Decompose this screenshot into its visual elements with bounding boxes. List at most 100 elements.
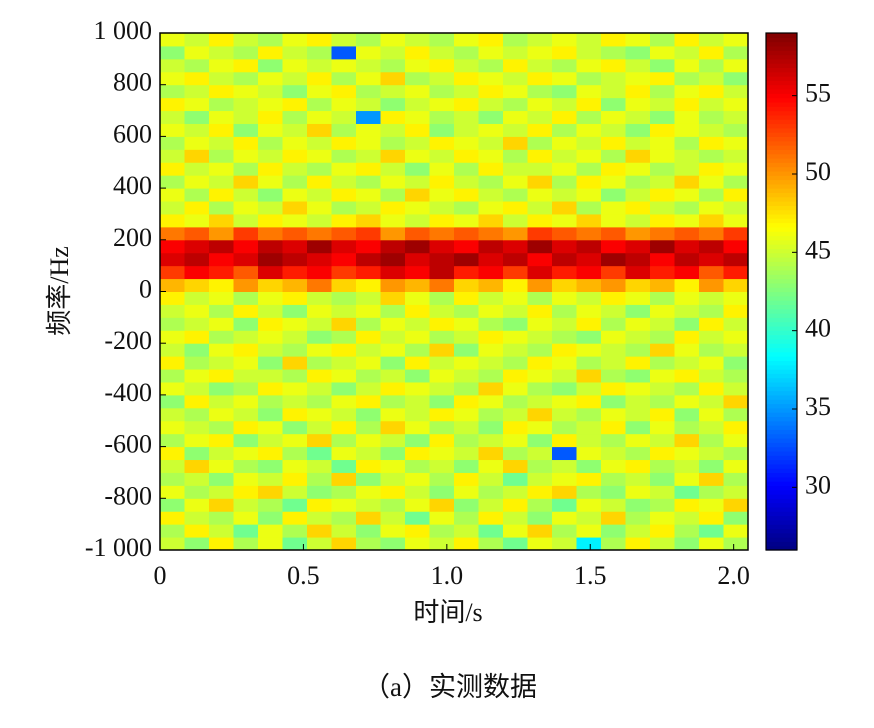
heatmap-cell (674, 110, 700, 124)
heatmap-cell (184, 58, 210, 73)
heatmap-cell (601, 239, 626, 254)
colorbar-tick-label: 30 (805, 470, 831, 499)
heatmap-cell (160, 446, 185, 461)
heatmap-cell (527, 58, 553, 73)
heatmap-cell (429, 472, 455, 486)
heatmap-cell (478, 369, 504, 383)
heatmap-cell (699, 420, 724, 435)
heatmap-cell (601, 71, 626, 86)
heatmap-cell (282, 252, 308, 267)
heatmap-cell (454, 213, 479, 228)
heatmap-cell (184, 213, 210, 228)
heatmap-cell (625, 188, 651, 202)
heatmap-cell (478, 175, 504, 189)
heatmap-cell (258, 394, 283, 409)
heatmap-cell (209, 265, 234, 280)
heatmap-cell (184, 304, 210, 318)
heatmap-cell (478, 459, 504, 473)
heatmap-cell (307, 136, 332, 150)
colorbar-segment (766, 93, 797, 99)
heatmap-cell (331, 201, 357, 215)
heatmap-cell (331, 459, 357, 473)
heatmap-cell (625, 537, 651, 551)
heatmap-cell (160, 252, 185, 267)
heatmap-cell (331, 45, 357, 60)
heatmap-cell (650, 45, 675, 60)
colorbar-segment (766, 140, 797, 146)
heatmap-cell (405, 291, 430, 305)
heatmap-cell (356, 213, 381, 228)
heatmap-cell (454, 58, 479, 73)
heatmap-cell (674, 472, 700, 486)
heatmap-cell (527, 265, 553, 280)
colorbar-segment (766, 455, 797, 461)
heatmap-cell (356, 149, 381, 163)
heatmap-cell (282, 381, 308, 396)
heatmap-cell (503, 213, 528, 228)
heatmap-cell (356, 446, 381, 461)
colorbar-segment (766, 196, 797, 202)
colorbar-segment (766, 218, 797, 224)
heatmap-cell (405, 511, 430, 525)
heatmap-cell (160, 110, 185, 124)
heatmap-cell (258, 84, 283, 99)
heatmap-cell (552, 188, 577, 202)
y-tick-label: -200 (104, 326, 152, 355)
heatmap-cell (405, 33, 430, 47)
heatmap-cell (723, 381, 749, 396)
colorbar-segment (766, 162, 797, 168)
heatmap-cell (723, 175, 749, 189)
heatmap-cell (625, 330, 651, 344)
heatmap-cell (184, 123, 210, 137)
colorbar-segment (766, 537, 797, 542)
heatmap-cell (160, 201, 185, 215)
heatmap-cell (576, 394, 602, 409)
heatmap-cell (184, 201, 210, 215)
colorbar-segment (766, 37, 797, 43)
heatmap-cell (282, 291, 308, 305)
colorbar-segment (766, 106, 797, 112)
colorbar-segment (766, 334, 797, 340)
colorbar-segment (766, 442, 797, 448)
heatmap-cell (282, 498, 308, 512)
heatmap-cell (356, 420, 381, 435)
heatmap-cell (160, 369, 185, 383)
heatmap-cell (331, 446, 357, 461)
heatmap-cell (454, 394, 479, 409)
colorbar-segment (766, 485, 797, 491)
heatmap-cell (552, 252, 577, 267)
heatmap-cell (380, 45, 406, 60)
heatmap-cell (723, 71, 749, 86)
heatmap-cell (160, 33, 185, 47)
heatmap-cell (380, 420, 406, 435)
heatmap-cell (650, 343, 675, 357)
heatmap-cell (233, 407, 259, 422)
heatmap-cell (601, 291, 626, 305)
heatmap-cell (527, 459, 553, 473)
heatmap-cell (429, 433, 455, 448)
heatmap-cell (331, 369, 357, 383)
heatmap-cell (674, 407, 700, 422)
heatmap-cell (527, 136, 553, 150)
heatmap-cell (233, 213, 259, 228)
heatmap-cell (650, 420, 675, 435)
heatmap-cell (405, 58, 430, 73)
heatmap-cell (282, 433, 308, 448)
heatmap-cell (674, 304, 700, 318)
heatmap-cell (601, 97, 626, 112)
heatmap-cell (723, 239, 749, 254)
heatmap-cell (625, 524, 651, 538)
heatmap-cell (184, 537, 210, 551)
colorbar-segment (766, 446, 797, 452)
heatmap-cell (650, 291, 675, 305)
heatmap-cell (576, 84, 602, 99)
heatmap-cell (650, 239, 675, 254)
heatmap-cell (307, 149, 332, 163)
heatmap-cell (552, 136, 577, 150)
heatmap-cell (552, 149, 577, 163)
heatmap-cell (552, 524, 577, 538)
x-tick-label: 1.5 (574, 561, 607, 590)
heatmap-cell (380, 123, 406, 137)
heatmap-cell (503, 188, 528, 202)
heatmap-cell (723, 472, 749, 486)
